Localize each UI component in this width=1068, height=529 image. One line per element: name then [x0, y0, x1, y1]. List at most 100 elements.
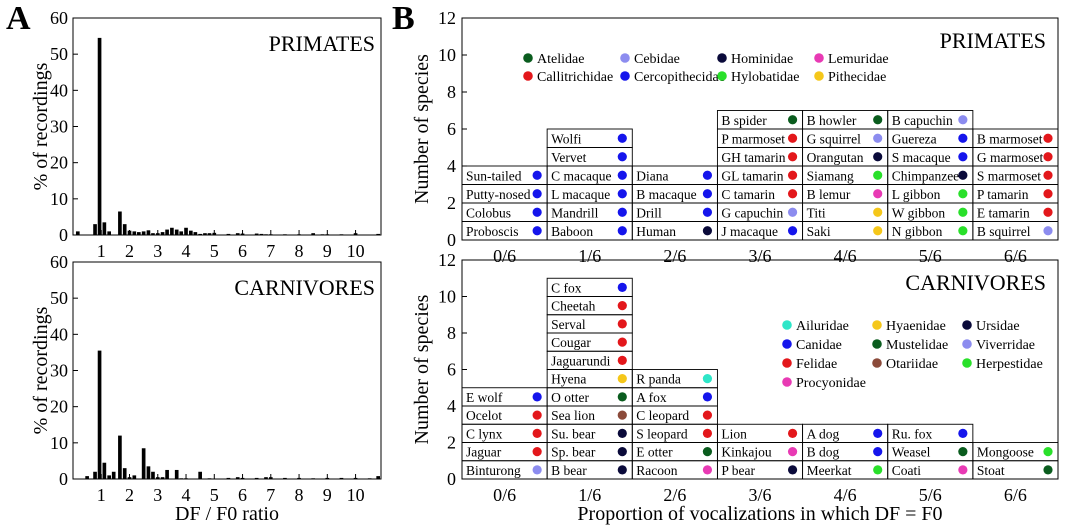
family-dot	[787, 170, 798, 180]
species-cell: S marmoset	[972, 165, 1059, 185]
family-dot	[1043, 465, 1053, 475]
species-cell: P bear	[716, 460, 804, 480]
legend-dot	[872, 339, 882, 349]
species-label: S macaque	[892, 150, 951, 165]
bar	[107, 231, 111, 235]
family-dot	[617, 465, 627, 475]
species-label: P tamarin	[977, 187, 1029, 202]
species-label: Guereza	[892, 131, 937, 146]
species-label: O otter	[551, 390, 589, 405]
species-label: Sun-tailed	[466, 168, 522, 183]
cell-border	[972, 128, 1059, 148]
x-tick-label: 8	[295, 485, 304, 505]
bar	[297, 477, 301, 479]
x-tick-label: 8	[295, 241, 304, 261]
family-dot	[702, 465, 713, 475]
bar	[155, 477, 160, 479]
legend-dot	[523, 71, 533, 81]
species-cell: E tamarin	[972, 202, 1059, 222]
species-label: S leopard	[636, 426, 688, 441]
legend-entry: Lemuridae	[814, 52, 889, 67]
species-cell: Coati	[887, 460, 974, 480]
species-label: B macaque	[636, 187, 696, 202]
y-axis-label: Number of species	[411, 54, 433, 204]
legend-entry: Hyaenidae	[872, 319, 946, 334]
family-dot	[958, 465, 968, 475]
bar	[160, 232, 165, 235]
x-tick-label: 5	[210, 241, 219, 261]
species-cell: Cheetah	[546, 296, 633, 316]
family-dot	[958, 152, 968, 162]
x-tick-label: 6	[238, 241, 247, 261]
x-tick-label: 0/6	[493, 246, 516, 266]
y-tick-label: 50	[50, 44, 68, 64]
species-label: L macaque	[551, 187, 610, 202]
panel-title: CARNIVORES	[905, 270, 1046, 295]
x-tick-label: 6/6	[1004, 246, 1027, 266]
bar	[264, 234, 268, 235]
family-dot	[532, 447, 542, 457]
species-label: Saki	[807, 224, 831, 239]
family-dot	[958, 207, 968, 217]
family-dot	[617, 447, 627, 457]
legend-label: Herpestidae	[976, 357, 1043, 372]
species-cell: Su. bear	[546, 423, 633, 443]
species-label: Diana	[636, 168, 668, 183]
bar	[353, 233, 358, 235]
species-label: Sea lion	[551, 408, 595, 423]
legend-label: Mustelidae	[886, 338, 948, 353]
bar	[198, 471, 202, 479]
legend-label: Hominidae	[731, 52, 793, 67]
species-cell: P tamarin	[972, 184, 1059, 204]
family-dot	[787, 465, 798, 475]
family-dot	[617, 337, 627, 347]
bar	[127, 477, 132, 479]
bar	[184, 478, 188, 479]
bar	[93, 471, 97, 479]
legend-dot	[620, 53, 630, 63]
family-dot	[617, 392, 627, 402]
species-cell: C lynx	[461, 423, 548, 443]
bar	[325, 477, 330, 479]
bar	[184, 227, 188, 235]
species-cell: Sea lion	[546, 405, 633, 425]
legend-dot	[872, 320, 882, 330]
legend-dot	[962, 320, 972, 330]
bar	[376, 476, 381, 479]
bar	[207, 233, 212, 235]
species-label: Binturong	[466, 463, 521, 478]
legend-entry: Hylobatidae	[717, 70, 799, 85]
bar	[283, 477, 287, 479]
bar	[127, 230, 132, 235]
bar	[283, 234, 287, 235]
species-label: G marmoset	[977, 150, 1044, 165]
species-cell: L gibbon	[887, 184, 974, 204]
legend-label: Viverridae	[976, 338, 1035, 353]
y-tick-label: 10	[50, 189, 68, 209]
x-tick-label: 0/6	[493, 485, 516, 505]
legend-entry: Hominidae	[717, 52, 793, 67]
species-cell: Sp. bear	[546, 442, 633, 462]
bar	[118, 435, 122, 479]
species-cell: B macaque	[631, 184, 718, 204]
legend-dot	[962, 339, 972, 349]
family-dot	[617, 301, 627, 311]
family-dot	[532, 170, 542, 180]
histogram-primates: 0 10 20 30 40 50 60 1 2 3 4 5 6 7 8 9 10 PRIMATES % of rec…	[30, 8, 382, 261]
legend-entry: Pithecidae	[814, 70, 886, 85]
species-cell: L macaque	[546, 184, 633, 204]
legend-dot	[717, 71, 727, 81]
cell-border	[631, 369, 718, 389]
family-dot	[787, 207, 798, 217]
x-tick-label: 2/6	[663, 485, 686, 505]
species-cell: C tamarin	[716, 184, 804, 204]
species-cell: A fox	[631, 387, 718, 407]
species-cell: Ru. fox	[887, 423, 974, 443]
x-tick-label: 9	[323, 485, 332, 505]
species-cell: Vervet	[546, 147, 633, 167]
species-cell: B lemur	[802, 184, 889, 204]
family-dot	[617, 207, 627, 217]
legend-label: Callitrichidae	[537, 70, 613, 85]
bar	[240, 233, 245, 235]
y-tick-label: 10	[438, 45, 456, 65]
